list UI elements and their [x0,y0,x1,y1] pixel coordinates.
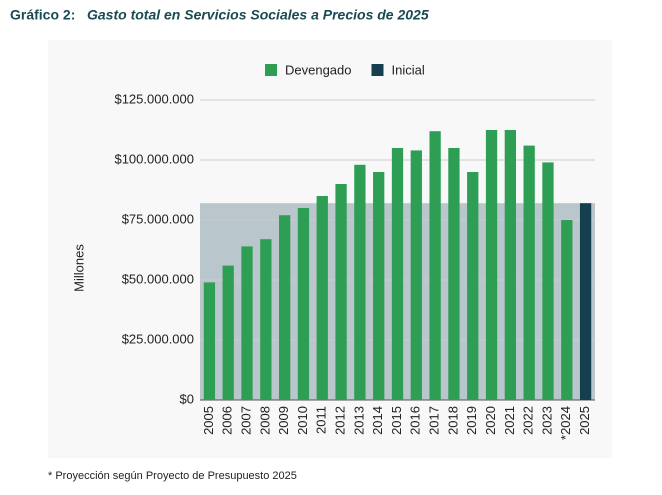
x-tick-label: 2008 [257,406,272,435]
bar [579,203,592,400]
bar [467,172,479,400]
bar [410,150,422,400]
y-tick-label: $125.000.000 [114,91,194,106]
y-tick-label: $50.000.000 [122,271,194,286]
bar [297,208,310,400]
x-tick-label: 2010 [295,406,310,435]
x-tick-label: 2006 [220,406,235,435]
bar [335,184,347,400]
footnote: * Proyección según Proyecto de Presupues… [48,470,297,482]
bar [316,196,328,400]
x-tick-label: 2009 [276,406,291,435]
legend-swatch [265,64,277,76]
bar [260,239,272,400]
x-tick-label: 2013 [351,406,366,435]
y-axis-label: Millones [71,244,86,292]
x-tick-label: 2007 [238,406,253,435]
bar [279,215,291,400]
y-tick-label: $75.000.000 [122,211,194,226]
x-tick-label: 2016 [408,406,423,435]
x-tick-label: 2014 [370,406,385,435]
chart-title-label: Gráfico 2: [10,7,75,23]
x-tick-label: 2011 [314,406,329,434]
x-tick-label: *2024 [558,406,573,440]
x-tick-label: 2019 [464,406,479,435]
chart-title: Gasto total en Servicios Sociales a Prec… [87,7,429,23]
x-tick-label: 2021 [502,406,517,435]
x-tick-label: 2005 [201,406,216,435]
x-tick-label: 2015 [389,406,404,435]
legend-swatch [371,64,384,76]
bar [203,282,216,400]
x-tick-label: 2017 [427,406,442,435]
bar [485,130,498,400]
bar [241,246,253,400]
bar [523,145,535,400]
bar [373,172,385,400]
bar [222,265,234,400]
x-tick-label: 2012 [333,406,348,435]
x-tick-label: 2020 [483,406,498,435]
bar [542,162,554,400]
x-tick-label: 2018 [445,406,460,435]
bar [504,130,516,400]
y-tick-label: $100.000.000 [114,151,194,166]
x-tick-label: 2023 [539,406,554,435]
bar [391,148,404,400]
x-tick-label: 2025 [577,406,592,435]
bar [448,148,460,400]
bar [429,131,441,400]
bar [561,220,573,400]
y-tick-label: $25.000.000 [122,331,194,346]
x-tick-label: 2022 [521,406,536,435]
legend-label: Inicial [392,62,425,77]
bar [354,164,366,400]
legend-label: Devengado [285,62,352,77]
y-tick-label: $0 [180,391,194,406]
